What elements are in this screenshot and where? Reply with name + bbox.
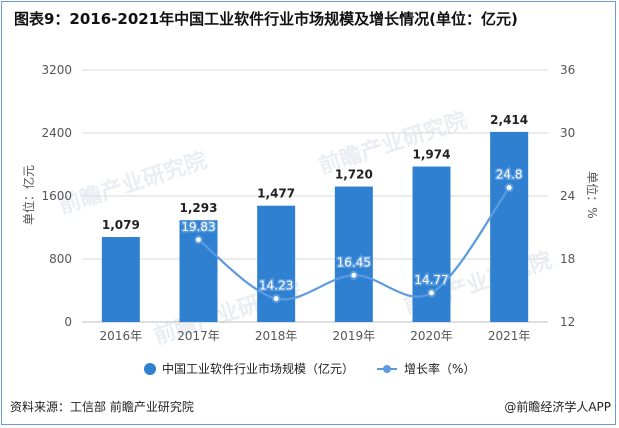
x-tick-label: 2021年 [488, 329, 531, 343]
bar-labels: 1,079 1,293 1,477 1,720 1,974 2,414 [102, 113, 528, 232]
bar-value-label: 1,477 [257, 187, 295, 201]
y-tick-label: 0 [64, 315, 72, 329]
source-note: 资料来源：工信部 前瞻产业研究院 [10, 400, 194, 414]
y2-axis-label: 单位：% [585, 171, 600, 218]
bar-value-label: 2,414 [490, 113, 528, 127]
bar-value-label: 1,079 [102, 218, 140, 232]
line-value-label: 14.77 [414, 273, 448, 287]
y-tick-label: 3200 [41, 63, 72, 77]
line-labels: 19.83 14.23 16.45 14.77 24.8 [180, 166, 524, 294]
line-point [194, 235, 203, 245]
y-tick-label: 800 [49, 252, 72, 266]
line-value-label: 14.23 [259, 279, 293, 293]
x-axis-ticks: 2016年 2017年 2018年 2019年 2020年 2021年 [100, 329, 531, 343]
line-point [271, 294, 281, 304]
y2-tick-label: 30 [560, 126, 575, 140]
legend-line-dot [383, 365, 391, 373]
y2-tick-label: 36 [560, 63, 575, 77]
legend: 中国工业软件行业市场规模（亿元） 增长率（%） [144, 361, 475, 376]
bar [101, 237, 140, 322]
bar [412, 166, 451, 322]
line-value-label: 16.45 [337, 255, 371, 269]
legend-bar-marker [144, 363, 156, 375]
line-value-label: 19.83 [181, 220, 215, 234]
y2-tick-label: 18 [560, 252, 575, 266]
x-tick-label: 2017年 [177, 329, 220, 343]
x-tick-label: 2018年 [255, 329, 298, 343]
x-tick-label: 2016年 [100, 329, 143, 343]
y-axis-ticks: 0 800 1600 2400 3200 [41, 63, 72, 329]
legend-bar-label: 中国工业软件行业市场规模（亿元） [162, 361, 354, 376]
grid-lines [82, 69, 548, 323]
y2-tick-label: 12 [560, 315, 575, 329]
bar-value-label: 1,974 [413, 148, 451, 162]
bar [257, 205, 296, 322]
bar [334, 186, 373, 322]
bar [490, 131, 529, 322]
line-value-label: 24.8 [496, 168, 523, 182]
bar-series [101, 131, 529, 322]
app-credit: @前瞻经济学人APP [504, 400, 611, 414]
line-point [504, 183, 514, 193]
line-point [349, 270, 359, 280]
line-series [194, 183, 514, 304]
bar-value-label: 1,720 [335, 168, 373, 182]
line-point [427, 288, 436, 298]
y-axis-label: 单位：亿元 [21, 165, 36, 225]
chart-title: 图表9：2016-2021年中国工业软件行业市场规模及增长情况(单位：亿元) [14, 10, 518, 28]
y2-axis-ticks: 12 18 24 30 36 [560, 63, 575, 329]
bar-value-label: 1,293 [180, 201, 218, 215]
y2-tick-label: 24 [560, 189, 575, 203]
legend-line-label: 增长率（%） [404, 361, 475, 376]
x-tick-label: 2020年 [410, 329, 453, 343]
x-tick-label: 2019年 [333, 329, 376, 343]
y-tick-label: 2400 [41, 126, 72, 140]
y-tick-label: 1600 [41, 189, 72, 203]
